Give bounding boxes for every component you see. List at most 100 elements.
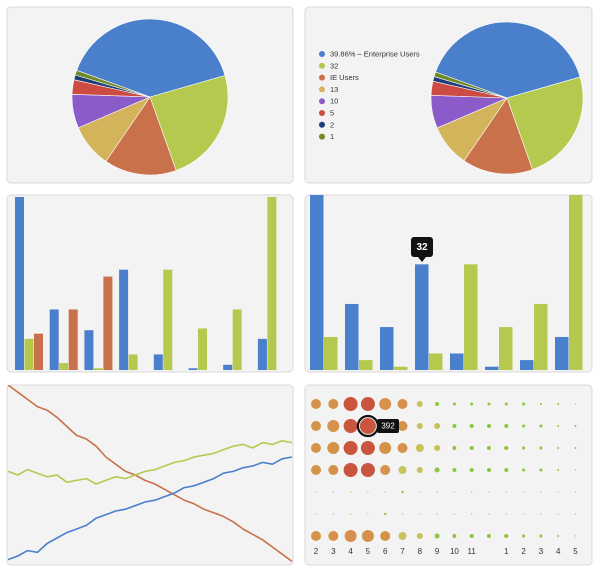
bubble [523, 491, 525, 493]
bubble [557, 491, 559, 493]
bubble [415, 444, 424, 452]
pie-slice [463, 97, 533, 175]
bubble [505, 513, 507, 515]
tooltip-box [411, 237, 433, 257]
bubble [360, 397, 375, 411]
bubble [361, 530, 374, 542]
bubble [574, 425, 577, 427]
bar [415, 264, 429, 370]
bar [257, 338, 267, 370]
bubble [419, 491, 421, 493]
bubble [332, 513, 334, 515]
bubble [453, 513, 455, 515]
bubble [469, 533, 474, 539]
bubble [384, 491, 386, 493]
legend-swatch [319, 98, 325, 105]
tooltip-box [377, 419, 399, 433]
x-tick-label: 9 [435, 547, 440, 556]
bubble [343, 463, 358, 477]
legend-label: 5 [330, 108, 334, 117]
bubble [397, 421, 408, 431]
bubble [401, 490, 404, 494]
bar [464, 264, 478, 370]
pie-slice [105, 96, 177, 176]
bubble [452, 533, 457, 539]
bubble [380, 465, 391, 475]
bar [24, 338, 34, 370]
bubble [452, 445, 457, 451]
bubble [574, 447, 577, 449]
bubble [398, 466, 407, 474]
bubble [315, 491, 317, 493]
legend-swatch [319, 121, 325, 128]
bar [359, 360, 373, 370]
bar [153, 354, 163, 370]
bubble [452, 423, 457, 429]
bubble [350, 513, 352, 515]
bubble [434, 423, 441, 429]
bubble [539, 403, 542, 405]
bubble [436, 491, 438, 493]
bubble [469, 445, 474, 451]
bubble [469, 467, 474, 473]
bar [15, 197, 24, 370]
bubble [401, 513, 404, 515]
pie-slice [74, 69, 151, 98]
bubble [557, 447, 560, 449]
bar [59, 363, 69, 370]
bar [310, 195, 324, 370]
bubble [539, 534, 543, 538]
legend-label: 32 [330, 61, 338, 70]
bubble [557, 535, 560, 537]
x-tick-label: 3 [331, 547, 336, 556]
bubble [367, 513, 369, 515]
bubble [504, 445, 509, 451]
bar [49, 309, 59, 370]
legend-label: 2 [330, 120, 334, 129]
tooltip-text: 392 [381, 422, 395, 431]
bubble [343, 441, 358, 455]
legend-swatch [319, 86, 325, 93]
bar [520, 360, 534, 370]
bubble [539, 424, 543, 428]
bubble [343, 419, 358, 433]
legend-swatch [319, 110, 325, 116]
bubble [452, 402, 456, 406]
pie-slice [433, 71, 508, 99]
bubble [574, 491, 577, 493]
bubble [311, 531, 321, 541]
line [7, 385, 293, 563]
bar [119, 269, 129, 370]
bubble [540, 513, 542, 515]
bubble [359, 418, 376, 434]
bubble [397, 399, 408, 409]
bubble [486, 467, 492, 473]
bar [93, 368, 103, 370]
legend-label: 1 [330, 132, 334, 141]
bubble [435, 401, 440, 407]
line [7, 456, 293, 561]
x-tick-label: 2 [521, 547, 526, 556]
bubble [328, 465, 339, 475]
bar [232, 309, 242, 370]
bubble [416, 423, 423, 429]
bar [324, 336, 338, 370]
bubble [360, 463, 375, 477]
bar [267, 197, 277, 370]
bar [223, 364, 233, 370]
bubble [434, 445, 441, 451]
panel [6, 194, 294, 373]
bubble [557, 513, 559, 515]
bar [394, 366, 408, 370]
x-tick-label: 2 [314, 547, 319, 556]
bubble [574, 513, 577, 515]
bubble [557, 469, 560, 471]
line [7, 440, 293, 485]
x-tick-label: 1 [504, 547, 509, 556]
bubble [434, 467, 440, 473]
bubble [436, 513, 438, 515]
bubble [419, 513, 421, 515]
bubble [488, 513, 490, 515]
